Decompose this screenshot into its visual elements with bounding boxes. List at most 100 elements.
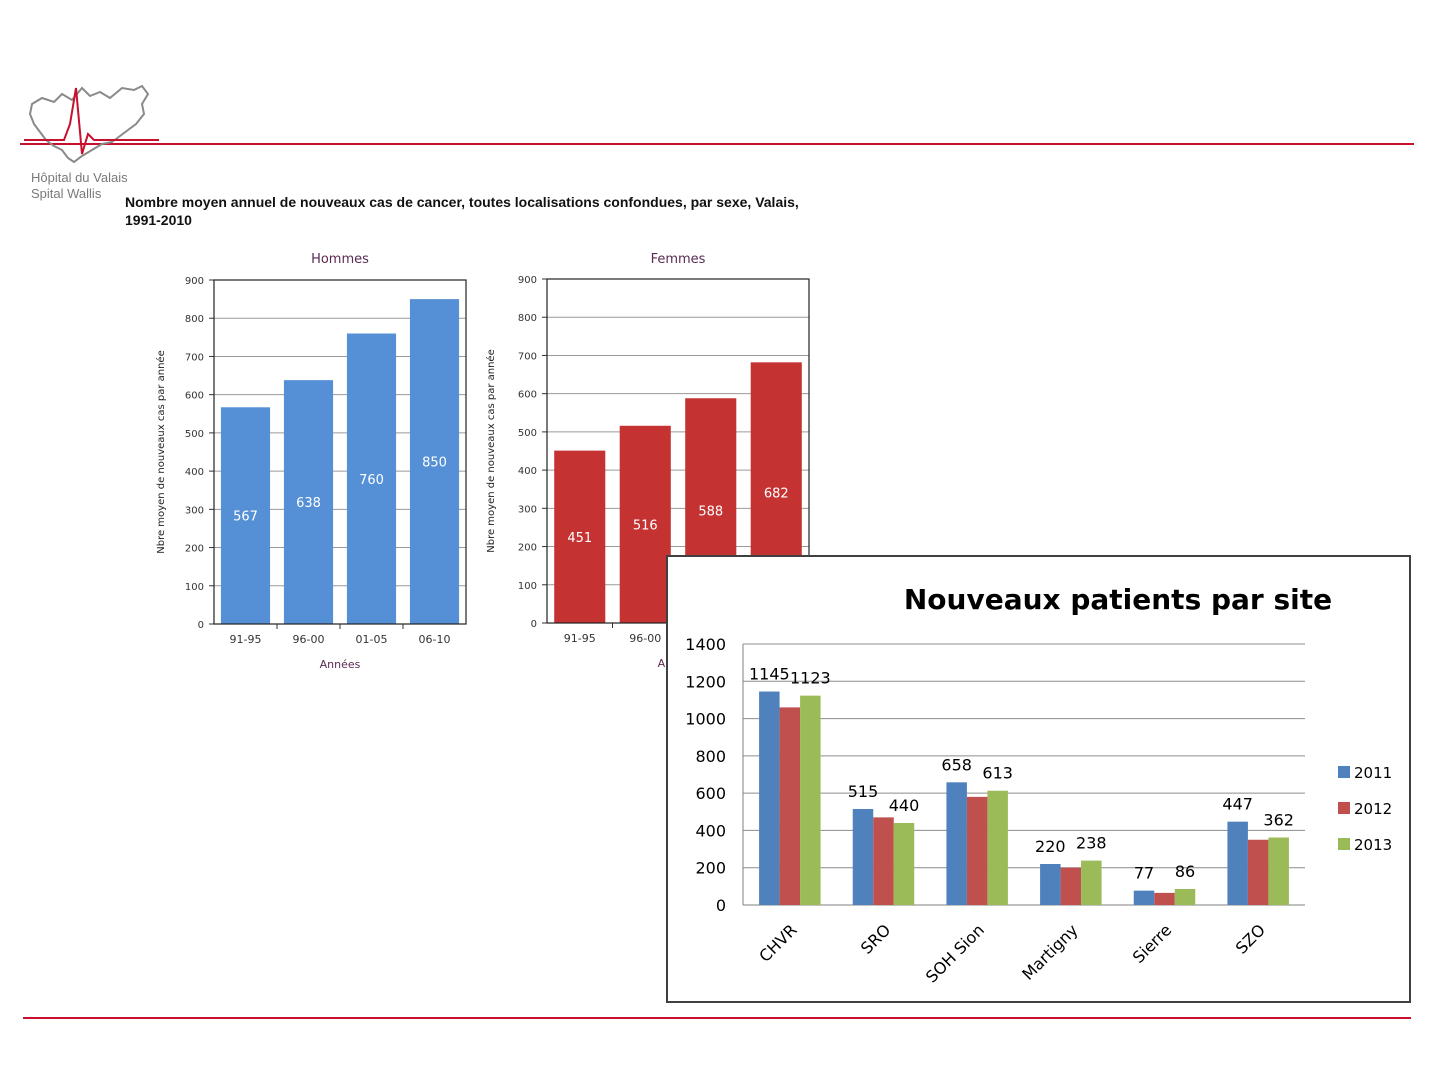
- y-tick-label: 100: [185, 582, 204, 593]
- bar-2013: [1268, 837, 1289, 905]
- bar-value-label: 362: [1263, 811, 1294, 830]
- bar: [619, 425, 671, 623]
- y-tick-label: 500: [185, 429, 204, 440]
- y-tick-label: 600: [518, 390, 537, 401]
- bar-2012: [1060, 867, 1082, 905]
- bar-2011: [1040, 863, 1061, 905]
- y-tick-label: 900: [518, 275, 537, 286]
- hospital-logo: [24, 84, 159, 164]
- bar-value-label: 447: [1222, 795, 1253, 814]
- y-tick-label: 800: [695, 747, 726, 766]
- y-tick-label: 600: [695, 784, 726, 803]
- legend-swatch-2011: [1338, 766, 1350, 778]
- chart-title: Nouveaux patients par site: [904, 583, 1332, 616]
- bar: [409, 299, 460, 624]
- y-tick-label: 400: [695, 821, 726, 840]
- bar-2011: [852, 808, 874, 905]
- legend-swatch-2012: [1338, 802, 1350, 814]
- heartbeat-line: [24, 87, 159, 155]
- y-axis-title: Nbre moyen de nouveaux cas par année: [485, 349, 497, 553]
- bar-value-label: 682: [764, 487, 789, 502]
- bar-value-label: 850: [422, 456, 447, 471]
- chart-hommes: Hommes 0 100 200 300 400 500 600 700 800 900 567 91-…: [155, 252, 467, 671]
- bar-2011: [1133, 890, 1155, 905]
- y-tick-label: 500: [518, 428, 537, 439]
- bar-value-label: 658: [941, 755, 972, 774]
- y-tick-label: 1200: [685, 672, 726, 691]
- sites-chart-panel: Nouveaux patients par site 0 200 400 600 800 1…: [666, 555, 1411, 1003]
- bar-2011: [1227, 821, 1248, 905]
- legend-swatch-2013: [1338, 838, 1350, 850]
- bar-value-label: 760: [359, 473, 384, 488]
- plot-frame: [213, 279, 467, 625]
- x-tick-label: Sierre: [1129, 920, 1176, 967]
- bar-2012: [1154, 892, 1175, 905]
- bar-2011: [946, 782, 967, 905]
- y-axis-title: Nbre moyen de nouveaux cas par année: [155, 350, 167, 554]
- chart-title: Hommes: [311, 252, 369, 267]
- x-tick-label: SOH Sion: [922, 920, 988, 986]
- y-tick-label: 900: [185, 276, 204, 287]
- bar-value-label: 238: [1076, 834, 1107, 853]
- x-tick-label: 06-10: [419, 633, 451, 646]
- y-tick-label: 100: [518, 581, 537, 592]
- bar: [346, 333, 397, 624]
- bar-value-label: 1145: [749, 665, 790, 684]
- chart-title: Femmes: [651, 252, 706, 267]
- x-tick-label: SRO: [857, 920, 894, 957]
- bar-value-label: 638: [296, 496, 321, 511]
- bar: [220, 407, 271, 624]
- brand-line-2: Spital Wallis: [31, 186, 102, 201]
- bar-2012: [1247, 839, 1269, 905]
- x-tick-label: Martigny: [1018, 920, 1081, 983]
- footer-rule: [23, 1017, 1411, 1019]
- bar-value-label: 567: [233, 510, 258, 525]
- bar-value-label: 516: [633, 518, 658, 533]
- bar-2013: [1174, 888, 1196, 905]
- bar-value-label: 77: [1134, 864, 1154, 883]
- y-tick-label: 300: [185, 505, 204, 516]
- y-tick-label: 200: [518, 543, 537, 554]
- x-tick-label: 91-95: [230, 633, 262, 646]
- bar: [283, 380, 334, 624]
- chart-sites: Nouveaux patients par site 0 200 400 600 800 1…: [685, 583, 1392, 986]
- y-tick-label: 700: [518, 351, 537, 362]
- y-tick-label: 700: [185, 352, 204, 363]
- brand-line-1: Hôpital du Valais: [31, 170, 128, 185]
- bar-2013: [893, 822, 915, 905]
- y-tick-label: 0: [716, 896, 726, 915]
- header-rule: [20, 143, 1414, 145]
- y-tick-label: 800: [518, 313, 537, 324]
- x-tick-label: 96-00: [293, 633, 325, 646]
- bar-2013: [987, 790, 1008, 905]
- y-tick-label: 1400: [685, 635, 726, 654]
- legend-label: 2011: [1354, 764, 1392, 782]
- x-tick-label: SZO: [1232, 920, 1269, 957]
- brand-name: Hôpital du Valais Spital Wallis: [31, 170, 128, 202]
- legend-label: 2013: [1354, 836, 1392, 854]
- bar-value-label: 451: [567, 531, 592, 546]
- bar-2012: [873, 817, 894, 905]
- valais-map-outline: [28, 84, 150, 164]
- y-tick-label: 1000: [685, 710, 726, 729]
- chart-heading: Nombre moyen annuel de nouveaux cas de c…: [125, 194, 799, 228]
- bar-2012: [779, 707, 801, 905]
- y-tick-label: 0: [198, 620, 204, 631]
- y-tick-label: 0: [531, 619, 537, 630]
- bar-2012: [966, 796, 988, 905]
- y-tick-label: 400: [518, 466, 537, 477]
- y-tick-label: 600: [185, 391, 204, 402]
- bar: [554, 450, 606, 623]
- bar-value-label: 588: [698, 505, 723, 520]
- y-tick-label: 400: [185, 467, 204, 478]
- bar-value-label: 220: [1035, 837, 1066, 856]
- y-tick-label: 200: [695, 859, 726, 878]
- x-tick-label: 01-05: [356, 633, 388, 646]
- x-tick-label: CHVR: [755, 920, 800, 965]
- y-tick-label: 800: [185, 314, 204, 325]
- bar-2013: [1081, 860, 1102, 905]
- x-tick-label: 96-00: [629, 632, 661, 645]
- bar-value-label: 1123: [790, 669, 831, 688]
- bar-2011: [759, 691, 780, 905]
- bar-value-label: 515: [848, 782, 879, 801]
